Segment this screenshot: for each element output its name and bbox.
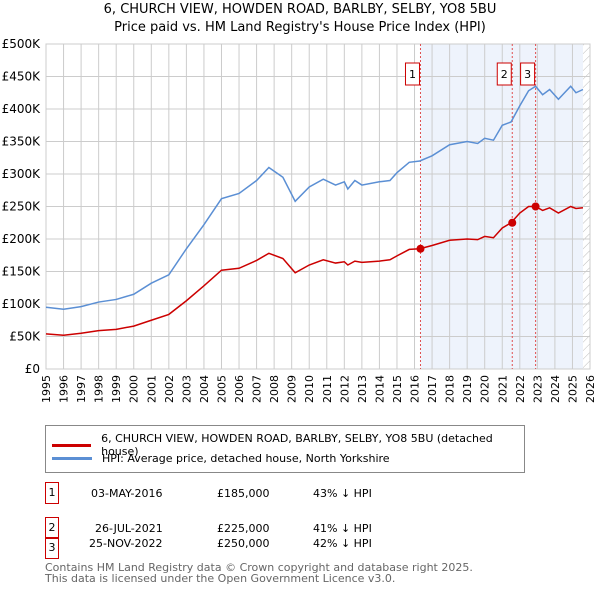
x-tick-label: 2019 (461, 375, 474, 403)
x-tick-label: 2008 (268, 375, 281, 403)
x-tick-label: 2011 (321, 375, 334, 403)
sale-price: £250,000 (217, 537, 270, 550)
x-tick-label: 2022 (514, 375, 527, 403)
x-tick-label: 2001 (145, 375, 158, 403)
x-tick-label: 2023 (531, 375, 544, 403)
x-tick-label: 2009 (286, 375, 299, 403)
x-tick-label: 2020 (479, 375, 492, 403)
sale-label: 2 (501, 68, 508, 81)
sale-label: 3 (524, 68, 531, 81)
x-tick-label: 2013 (356, 375, 369, 403)
y-tick-label: £400K (2, 102, 42, 116)
x-tick-label: 2005 (215, 375, 228, 403)
sale-label-box (496, 62, 512, 86)
x-tick-label: 1999 (110, 375, 123, 403)
sale-label: 1 (409, 68, 416, 81)
footer: Contains HM Land Registry data © Crown c… (45, 562, 473, 584)
x-tick-label: 2026 (584, 375, 597, 403)
x-tick-label: 2015 (391, 375, 404, 403)
x-tick-label: 2024 (549, 375, 562, 403)
legend-hpi-label: HPI: Average price, detached house, Nort… (102, 452, 390, 465)
y-tick-label: £500K (2, 37, 42, 51)
sale-date: 26-JUL-2021 (95, 522, 163, 535)
x-tick-label: 2025 (566, 375, 579, 403)
chart-subtitle: Price paid vs. HM Land Registry's House … (114, 20, 486, 35)
sale-number: 1 (45, 482, 59, 504)
legend-property-swatch (52, 443, 92, 447)
sale-number: 2 (45, 517, 59, 539)
sale-hpi: 42% ↓ HPI (313, 537, 372, 550)
x-tick-label: 2016 (409, 375, 422, 403)
y-tick-label: £150K (2, 265, 42, 279)
plot-frame (45, 43, 591, 370)
y-tick-label: £200K (2, 232, 42, 246)
y-tick-label: £100K (2, 297, 42, 311)
x-tick-label: 2014 (373, 375, 386, 403)
sale-price: £225,000 (217, 522, 270, 535)
y-tick-label: £250K (2, 200, 42, 214)
x-tick-label: 1997 (75, 375, 88, 403)
footer-line-1: Contains HM Land Registry data © Crown c… (45, 561, 473, 574)
sale-number: 3 (45, 537, 59, 559)
legend-hpi-swatch (52, 457, 92, 460)
y-tick-label: £50K (9, 330, 41, 344)
y-tick-label: £350K (2, 135, 42, 149)
footer-line-2: This data is licensed under the Open Gov… (45, 572, 396, 585)
x-tick-label: 2018 (444, 375, 457, 403)
y-tick-label: £0 (25, 362, 40, 376)
price-chart: 1995 1996 1997 1998 1999 2000 2001 2002 2003 2004… (2, 37, 597, 403)
y-tick-label: £450K (2, 70, 42, 84)
sale-point (416, 244, 425, 253)
x-tick-label: 2006 (233, 375, 246, 403)
chart-title: 6, CHURCH VIEW, HOWDEN ROAD, BARLBY, SEL… (103, 2, 497, 17)
sale-date: 03-MAY-2016 (91, 487, 163, 500)
x-tick-label: 2010 (303, 375, 316, 403)
sale-price: £185,000 (217, 487, 270, 500)
series-line (45, 205, 584, 336)
legend: 6, CHURCH VIEW, HOWDEN ROAD, BARLBY, SEL… (45, 425, 525, 473)
x-tick-label: 2007 (251, 375, 264, 403)
x-tick-label: 2012 (338, 375, 351, 403)
x-tick-label: 1996 (58, 375, 71, 403)
x-tick-label: 1995 (40, 375, 53, 403)
x-tick-label: 2004 (198, 375, 211, 403)
x-tick-label: 1998 (93, 375, 106, 403)
x-tick-label: 2000 (128, 375, 141, 403)
x-tick-label: 2002 (163, 375, 176, 403)
series-line (45, 85, 584, 310)
x-tick-label: 2021 (496, 375, 509, 403)
x-tick-label: 2017 (426, 375, 439, 403)
sale-point (531, 202, 540, 211)
y-tick-label: £300K (2, 167, 42, 181)
x-tick-label: 2003 (180, 375, 193, 403)
sale-hpi: 41% ↓ HPI (313, 522, 372, 535)
sale-point (508, 218, 517, 227)
legend-property-label: 6, CHURCH VIEW, HOWDEN ROAD, BARLBY, SEL… (101, 432, 493, 458)
sale-label-box (404, 62, 420, 86)
sale-date: 25-NOV-2022 (89, 537, 163, 550)
sale-hpi: 43% ↓ HPI (313, 487, 372, 500)
sale-label-box (520, 62, 536, 86)
